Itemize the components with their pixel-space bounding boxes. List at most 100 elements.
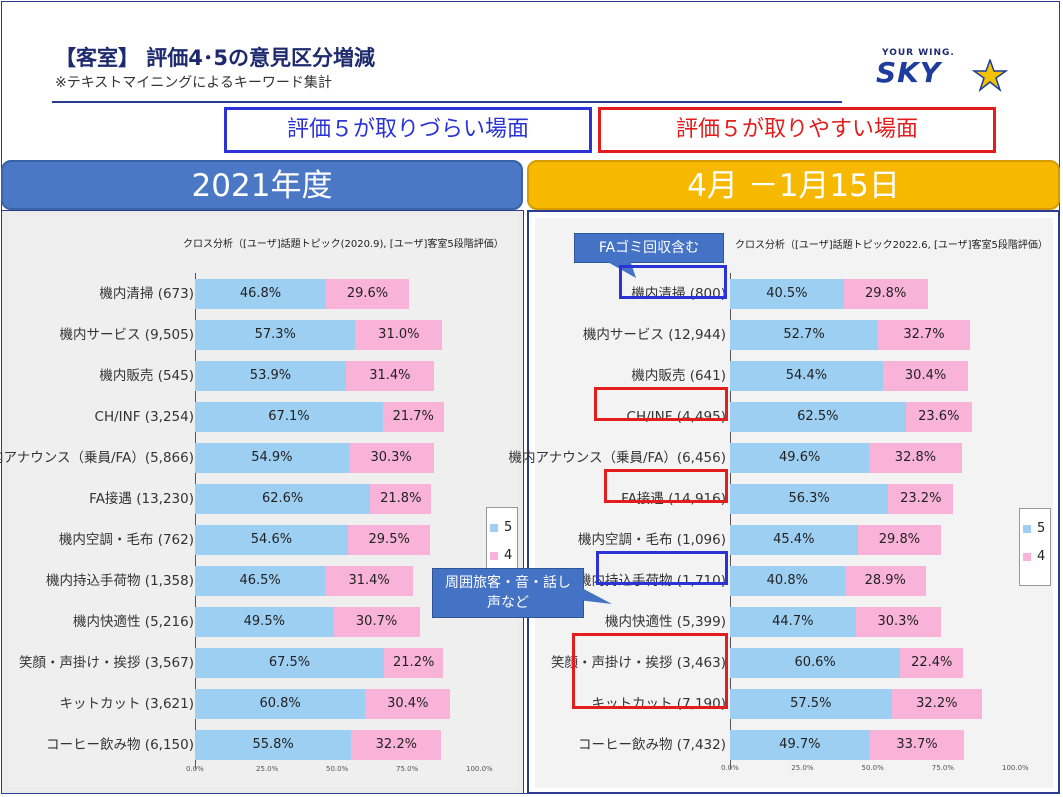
bar-score5 [730,566,845,596]
bar-score5 [730,279,844,309]
star-icon [971,59,1008,93]
bar-score5 [195,361,346,391]
highlight-box-smile-kitkat [572,633,728,709]
data-label-score5: 45.4% [773,532,815,547]
data-label-score5: 49.7% [779,737,821,752]
data-label-score5: 57.3% [254,327,296,342]
legend-item: 5 [1023,521,1045,536]
data-label-score5: 44.7% [772,614,814,629]
data-label-score5: 54.9% [251,450,293,465]
bar-score5 [195,402,383,432]
x-tick-label: 50.0% [861,764,884,772]
data-label-score5: 62.6% [261,491,304,506]
data-label-score4: 22.4% [911,655,953,670]
category-label: 笑顔・声掛け・挨拶 (3,567) [19,655,194,671]
bar-score5 [195,443,349,473]
bar-score5 [195,484,371,514]
highlight-box-cleaning [619,265,727,299]
bar-score5 [730,730,870,760]
data-label-score4: 21.2% [393,655,435,670]
category-label: 機内販売 (641) [631,368,726,384]
data-label-score4: 33.7% [896,737,938,752]
data-label-score5: 49.5% [243,614,285,629]
category-label: 機内快適性 (5,216) [73,614,194,630]
bar-score4 [857,525,942,555]
chart-axis [195,273,196,769]
data-label-score5: 53.9% [249,368,292,383]
bar-score4 [355,320,443,350]
bar-score5 [195,730,352,760]
chart-title: クロス分析（[ユーザ]話題トピック(2020.9), [ユーザ]客室5段階評価） [183,239,504,250]
category-label: CH/INF (4,495) [626,409,726,425]
bar-score5 [195,607,334,637]
data-label-score5: 57.5% [790,696,832,711]
data-label-score5: 46.8% [239,286,282,301]
bar-score4 [878,320,970,350]
bar-score4 [325,566,414,596]
data-label-score5: 52.7% [783,327,825,342]
category-label: 機内清掃 (673) [99,286,194,302]
bar-score5 [730,648,901,678]
x-tick-label: 25.0% [791,764,814,772]
callout-surrounding-text: 周囲旅客・音・話し声など [445,575,571,611]
category-label: FA接遇 (13,230) [89,491,194,507]
chart-panel-current: クロス分析（[ユーザ]話題トピック2022.6, [ユーザ]客室5段階評価） 機内… [509,210,1060,794]
legend-label: 5 [504,520,513,535]
data-label-score4: 29.5% [368,532,410,547]
page-subtitle: ※テキストマイニングによるキーワード集計 [55,75,332,91]
legend-swatch-score4 [490,551,498,560]
x-tick-label: 0.0% [186,765,204,773]
x-tick-label: 50.0% [326,765,349,773]
chart-2021: クロス分析（[ユーザ]話題トピック(2020.9), [ユーザ]客室5段階評価）… [0,217,518,787]
bar-score5 [730,607,856,637]
bar-score5 [195,566,326,596]
category-label: 機内アナウンス（乗員/FA）(6,456) [508,450,726,466]
chart-axis [730,273,731,769]
x-tick-label: 100.0% [1002,764,1029,772]
category-label: 機内持込手荷物 (1,710) [578,573,726,589]
legend-item: 5 [490,520,512,535]
bar-score4 [370,484,432,514]
bar-score4 [333,607,420,637]
category-label: キットカット (3,621) [59,696,194,712]
bar-score4 [348,443,434,473]
highlight-box-ch-inf [594,387,728,421]
bar-score5 [730,361,883,391]
data-label-score5: 67.5% [268,655,311,670]
bar-score4 [869,730,965,760]
category-label: FA接遇 (14,916) [621,491,726,507]
data-label-score4: 30.7% [355,614,398,629]
bar-score5 [730,443,870,473]
period-band-current: 4月 －1月15日 [527,160,1060,210]
data-label-score4: 29.8% [878,532,921,547]
bar-score4 [351,730,442,760]
category-label: 機内空調・毛布 (1,096) [578,532,726,548]
data-label-score5: 54.4% [785,368,828,383]
period-band-2021: 2021年度 [1,160,523,210]
legend-item: 4 [1023,549,1045,564]
data-label-score4: 31.4% [369,368,411,383]
category-label: CH/INF (3,254) [94,409,194,425]
callout-pointer [578,586,612,604]
x-tick-label: 75.0% [396,765,419,773]
data-label-score4: 30.4% [904,368,947,383]
bar-score4 [844,566,926,596]
bar-score4 [905,402,972,432]
sky-logo: YOUR WING. SKY [872,48,1022,98]
data-label-score4: 32.8% [894,450,937,465]
category-label: 機内空調・毛布 (762) [58,532,194,548]
data-label-score4: 23.2% [900,491,942,506]
callout-surrounding-noise: 周囲旅客・音・話し声など [432,568,584,618]
category-label: 機内サービス (9,505) [59,327,194,343]
category-label: コーヒー飲み物 (7,432) [578,737,726,753]
category-label: 笑顔・声掛け・挨拶 (3,463) [551,655,726,671]
data-label-score4: 29.8% [865,286,907,301]
bar-score4 [382,402,444,432]
legend-swatch-score5 [1023,524,1031,533]
bar-score4 [345,361,434,391]
x-tick-label: 100.0% [466,765,493,773]
data-label-score5: 62.5% [797,409,839,424]
legend-swatch-score5 [490,523,498,532]
bar-score4 [891,689,983,719]
data-label-score4: 21.7% [392,409,434,424]
